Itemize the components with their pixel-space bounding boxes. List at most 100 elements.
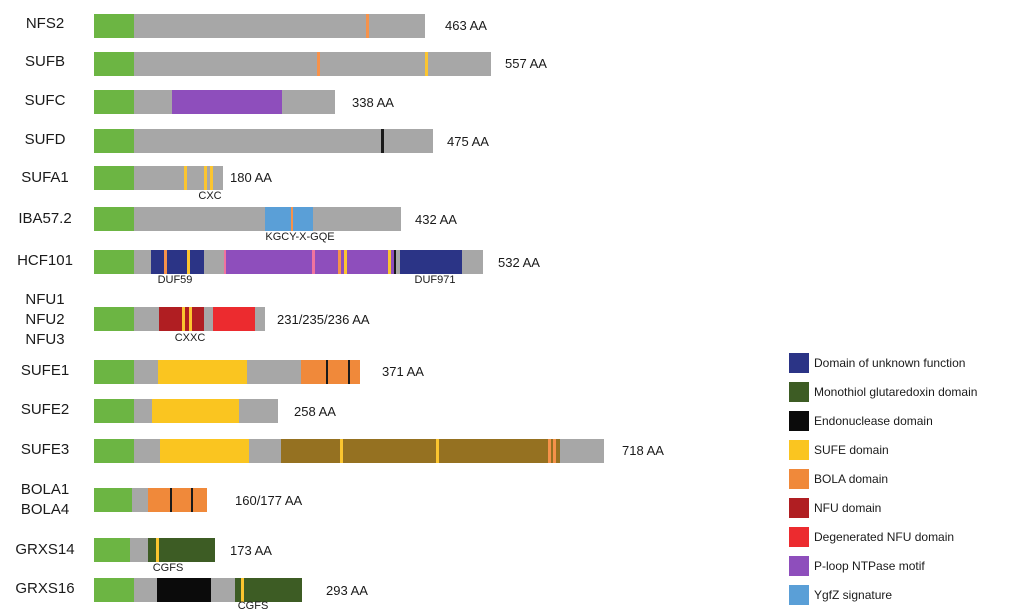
protein-name: GRXS14 [15, 541, 75, 558]
motif-marker [204, 166, 207, 190]
motif-marker [291, 207, 293, 231]
motif-marker [187, 250, 190, 274]
motif-marker [366, 14, 369, 38]
protein-name: SUFE1 [20, 362, 70, 379]
motif-marker [394, 250, 396, 274]
protein-bar-iba57 [94, 207, 401, 231]
signal-peptide [94, 207, 134, 231]
protein-name: NFU1 NFU2 NFU3 [25, 291, 65, 348]
protein-length: 180 AA [230, 170, 272, 185]
motif-marker [326, 360, 328, 384]
bola-domain [301, 360, 360, 384]
legend: Domain of unknown function Monothiol glu… [789, 348, 1010, 607]
legend-label: Endonuclease domain [814, 414, 933, 428]
quinolinate-synthase-domain [281, 439, 560, 463]
legend-swatch [789, 469, 809, 489]
signal-peptide [94, 90, 134, 114]
protein-name: GRXS16 [15, 580, 75, 597]
ploop-ntpase-domain [224, 250, 394, 274]
protein-length: 173 AA [230, 543, 272, 558]
motif-marker [170, 488, 172, 512]
protein-bar-sufe1 [94, 360, 360, 384]
bola-domain [148, 488, 207, 512]
sufe-domain [152, 399, 239, 423]
protein-bar-sufd [94, 129, 433, 153]
motif-marker [184, 166, 187, 190]
protein-name: IBA57.2 [18, 210, 72, 227]
protein-name: HCF101 [17, 252, 73, 269]
ploop-ntpase-domain [172, 90, 282, 114]
protein-bar-sufe3 [94, 439, 604, 463]
motif-marker [548, 439, 551, 463]
legend-item-ygfz: YgfZ signature [789, 585, 1010, 605]
legend-label: P-loop NTPase motif [814, 559, 925, 573]
protein-backbone [134, 52, 491, 76]
motif-marker [182, 307, 185, 331]
legend-swatch [789, 440, 809, 460]
protein-backbone [134, 129, 433, 153]
legend-label: Degenerated NFU domain [814, 530, 955, 544]
protein-bar-sufc [94, 90, 335, 114]
legend-swatch [789, 556, 809, 576]
protein-length: 338 AA [352, 95, 394, 110]
legend-item-nfu: NFU domain [789, 498, 1010, 518]
motif-label: KGCY-X-GQE [265, 231, 335, 243]
signal-peptide [94, 250, 134, 274]
protein-name: SUFC [24, 92, 66, 109]
protein-bar-bola [94, 488, 207, 512]
monothiol-glutaredoxin-domain [235, 578, 302, 602]
motif-marker [189, 307, 192, 331]
motif-marker [340, 439, 343, 463]
legend-item-monothiol: Monothiol glutaredoxin domain [789, 382, 1010, 402]
protein-name: SUFA1 [21, 169, 69, 186]
protein-backbone [134, 14, 425, 38]
monothiol-glutaredoxin-domain [148, 538, 215, 562]
endonuclease-domain [157, 578, 211, 602]
legend-label: Monothiol glutaredoxin domain [814, 385, 978, 399]
legend-label: NFU domain [814, 501, 882, 515]
motif-marker [344, 250, 347, 274]
legend-label: SUFE domain [814, 443, 889, 457]
motif-marker [338, 250, 341, 274]
protein-length: 557 AA [505, 56, 547, 71]
motif-marker [381, 129, 384, 153]
signal-peptide [94, 14, 134, 38]
domain-label: DUF971 [414, 274, 456, 286]
motif-marker [156, 538, 159, 562]
signal-peptide [94, 399, 134, 423]
motif-label: CXC [198, 190, 222, 202]
protein-bar-grxs14 [94, 538, 215, 562]
legend-item-sufe: SUFE domain [789, 440, 1010, 460]
protein-bar-sufa1 [94, 166, 223, 190]
protein-length: 258 AA [294, 404, 336, 419]
signal-peptide [94, 129, 134, 153]
protein-bar-sufb [94, 52, 491, 76]
legend-item-ploop: P-loop NTPase motif [789, 556, 1010, 576]
signal-peptide [94, 166, 134, 190]
legend-item-duf: Domain of unknown function [789, 353, 1010, 373]
protein-name: NFS2 [25, 15, 65, 32]
motif-marker [436, 439, 439, 463]
motif-marker [224, 250, 226, 274]
legend-item-endonuclease: Endonuclease domain [789, 411, 1010, 431]
protein-bar-nfu [94, 307, 265, 331]
legend-swatch [789, 382, 809, 402]
legend-swatch [789, 353, 809, 373]
motif-marker [164, 250, 167, 274]
motif-marker [388, 250, 391, 274]
protein-name: SUFB [24, 53, 65, 70]
protein-name: SUFD [24, 131, 66, 148]
signal-peptide [94, 538, 130, 562]
protein-length: 160/177 AA [235, 493, 303, 508]
protein-bar-nfs2 [94, 14, 425, 38]
motif-marker [317, 52, 320, 76]
legend-swatch [789, 411, 809, 431]
motif-marker [348, 360, 350, 384]
motif-label: CXXC [174, 332, 206, 344]
protein-length: 371 AA [382, 364, 424, 379]
signal-peptide [94, 52, 134, 76]
protein-backbone [134, 166, 223, 190]
legend-swatch [789, 498, 809, 518]
protein-name: SUFE3 [20, 441, 70, 458]
